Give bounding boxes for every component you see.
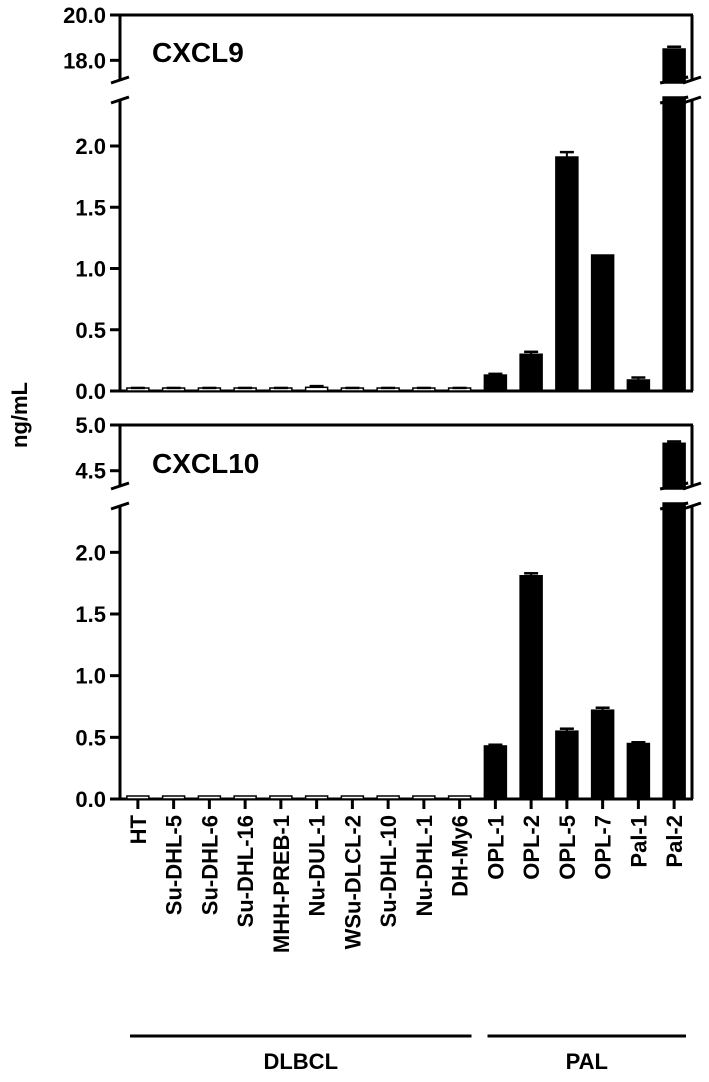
bar-break-mark — [659, 501, 689, 511]
x-tick-label: OPL-7 — [591, 815, 616, 880]
x-tick-label: OPL-2 — [519, 815, 544, 880]
y-tick-label: 0.5 — [75, 318, 106, 343]
x-tick-label: Su-DHL-5 — [162, 815, 187, 915]
y-tick-label: 2.0 — [75, 134, 106, 159]
bar — [304, 386, 329, 392]
y-tick-label: 0.5 — [75, 725, 106, 750]
bar — [269, 795, 293, 800]
axis-break-mark — [110, 95, 130, 105]
y-tick-label: 0.0 — [75, 787, 106, 812]
axis-break-mark — [110, 501, 130, 511]
group-label: DLBCL — [263, 1049, 338, 1074]
bar-break-mark — [659, 95, 689, 105]
x-tick-label: OPL-1 — [483, 815, 508, 880]
bar — [376, 795, 400, 800]
bar — [626, 742, 651, 800]
x-tick-label: MHH-PREB-1 — [269, 815, 294, 953]
y-axis-label: ng/mL — [7, 382, 32, 448]
y-tick-label: 1.5 — [75, 195, 106, 220]
bar — [590, 709, 615, 800]
y-tick-label: 20.0 — [63, 3, 106, 28]
bar — [555, 730, 579, 800]
bar — [412, 795, 436, 800]
bar — [126, 795, 150, 800]
bar — [519, 353, 543, 392]
y-tick-label: 18.0 — [63, 48, 106, 73]
y-tick-label: 1.0 — [75, 257, 106, 282]
bar-lower — [662, 96, 686, 392]
bar — [340, 795, 365, 800]
x-tick-label: WSu-DLCL-2 — [340, 815, 365, 949]
bar — [590, 254, 615, 392]
group-label: PAL — [566, 1049, 608, 1074]
bar — [161, 795, 186, 800]
y-tick-label: 5.0 — [75, 413, 106, 438]
bar — [483, 374, 508, 392]
bar-upper — [662, 48, 686, 84]
x-tick-label: Nu-DUL-1 — [305, 815, 330, 916]
x-tick-label: Su-DHL-6 — [197, 815, 222, 915]
bar — [626, 379, 651, 392]
axis-break-mark — [682, 75, 702, 85]
bar-break-mark — [659, 481, 689, 491]
y-tick-label: 1.0 — [75, 664, 106, 689]
axis-break-mark — [682, 501, 702, 511]
bar-lower — [662, 502, 686, 800]
x-tick-label: Su-DHL-16 — [233, 815, 258, 927]
axis-break-mark — [682, 95, 702, 105]
x-tick-label: Nu-DHL-1 — [412, 815, 437, 916]
y-tick-label: 0.0 — [75, 379, 106, 404]
panel-title: CXCL9 — [152, 37, 244, 68]
panel-title: CXCL10 — [152, 448, 259, 479]
bar — [233, 795, 257, 800]
x-tick-label: OPL-5 — [555, 815, 580, 880]
axis-break-mark — [110, 75, 130, 85]
axis-break-mark — [110, 481, 130, 491]
bar — [555, 156, 579, 392]
bar-break-mark — [659, 75, 689, 85]
y-tick-label: 1.5 — [75, 602, 106, 627]
x-tick-label: HT — [126, 814, 151, 844]
x-tick-label: Pal-1 — [626, 815, 651, 868]
bar-upper — [662, 442, 686, 490]
bar — [447, 795, 472, 800]
x-tick-label: Su-DHL-10 — [376, 815, 401, 927]
bar — [197, 795, 222, 800]
x-tick-label: DH-My6 — [448, 815, 473, 897]
x-tick-label: Pal-2 — [662, 815, 687, 868]
bar — [304, 795, 329, 800]
bar — [483, 745, 508, 800]
bar — [519, 575, 543, 800]
axis-break-mark — [682, 481, 702, 491]
y-tick-label: 2.0 — [75, 540, 106, 565]
y-tick-label: 4.5 — [75, 459, 106, 484]
